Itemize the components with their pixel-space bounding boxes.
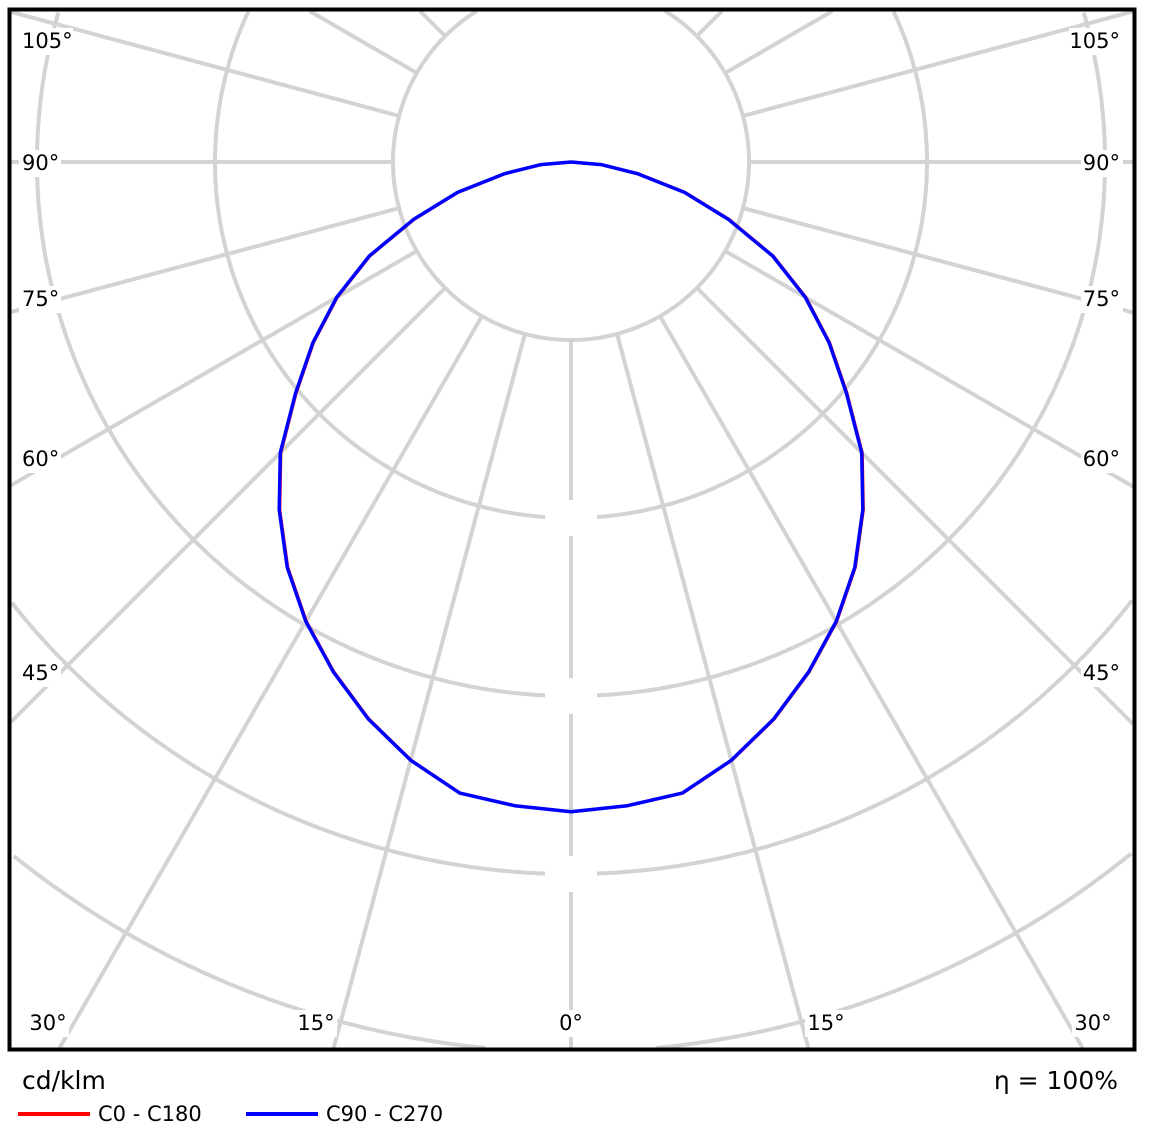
legend-swatch-blue: [246, 1112, 318, 1116]
angle-label-right-bg: [1081, 286, 1123, 313]
grid-spoke: [331, 333, 527, 1049]
angle-label-bottom-bg: [295, 1010, 337, 1037]
angle-label-left-bg: [19, 286, 61, 313]
angle-label-left: 75°: [22, 287, 59, 311]
angle-label-left: 90°: [22, 151, 59, 175]
angle-label-bottom: 30°: [1074, 1011, 1111, 1035]
angle-label-bottom-bg: [27, 1010, 69, 1037]
grid-spoke: [695, 9, 724, 38]
angle-label-left-bg: [19, 28, 73, 55]
angle-label-bottom: 15°: [807, 1011, 844, 1035]
angle-label-left-bg: [19, 446, 61, 473]
grid-spoke: [10, 206, 400, 314]
legend-label: C0 - C180: [98, 1102, 202, 1126]
angle-label-left-bg: [19, 150, 61, 177]
grid-ring: [12, 852, 1133, 1050]
efficiency-label: η = 100%: [993, 1066, 1118, 1095]
grid-spoke: [742, 206, 1134, 315]
angle-label-bottom-bg: [1072, 1010, 1114, 1037]
grid-ring: [391, 9, 751, 342]
angle-label-right-bg: [1081, 660, 1123, 687]
angle-label-right-bg: [1069, 28, 1123, 55]
legend-c90: C90 - C270: [246, 1102, 443, 1126]
angle-label-left: 45°: [22, 661, 59, 685]
grid-spoke: [10, 10, 400, 118]
angle-label-right: 105°: [1069, 29, 1120, 53]
grid-spoke: [418, 9, 447, 38]
angle-label-right: 60°: [1083, 447, 1120, 471]
scale-label-bg: [545, 856, 597, 892]
angle-label-right: 45°: [1083, 661, 1120, 685]
grid-spoke: [9, 249, 418, 488]
grid-spoke: [308, 9, 418, 75]
scale-label-bg: [545, 500, 597, 536]
angle-label-bottom: 15°: [297, 1011, 334, 1035]
angle-label-right-bg: [1081, 150, 1123, 177]
grid-spoke: [615, 333, 811, 1049]
angle-label-left: 105°: [22, 29, 73, 53]
angle-label-right: 90°: [1083, 151, 1120, 175]
angle-label-bottom-bg: [805, 1010, 847, 1037]
legend-c0: C0 - C180: [18, 1102, 202, 1126]
angle-label-bottom: 30°: [29, 1011, 66, 1035]
legend-swatch-red: [18, 1112, 90, 1116]
angle-label-right: 75°: [1083, 287, 1120, 311]
legend-label: C90 - C270: [326, 1102, 444, 1126]
grid-spoke: [9, 286, 447, 724]
grid-spoke: [724, 249, 1135, 489]
grid-spoke: [57, 315, 484, 1050]
unit-label: cd/klm: [22, 1066, 106, 1095]
angle-label-left-bg: [19, 660, 61, 687]
grid-spoke: [742, 9, 1134, 118]
scale-label-bg: [545, 678, 597, 714]
grid-spoke: [658, 315, 1085, 1050]
grid-ring: [213, 10, 929, 520]
angle-label-left: 60°: [22, 447, 59, 471]
angle-label-bottom-bg: [556, 1010, 586, 1037]
chart-frame: [7, 7, 1137, 1052]
grid-spoke: [724, 9, 834, 75]
series-curve-c90-c270: [277, 160, 865, 814]
grid-spoke: [695, 286, 1135, 726]
angle-label-bottom: 0°: [559, 1011, 583, 1035]
angle-label-right-bg: [1081, 446, 1123, 473]
